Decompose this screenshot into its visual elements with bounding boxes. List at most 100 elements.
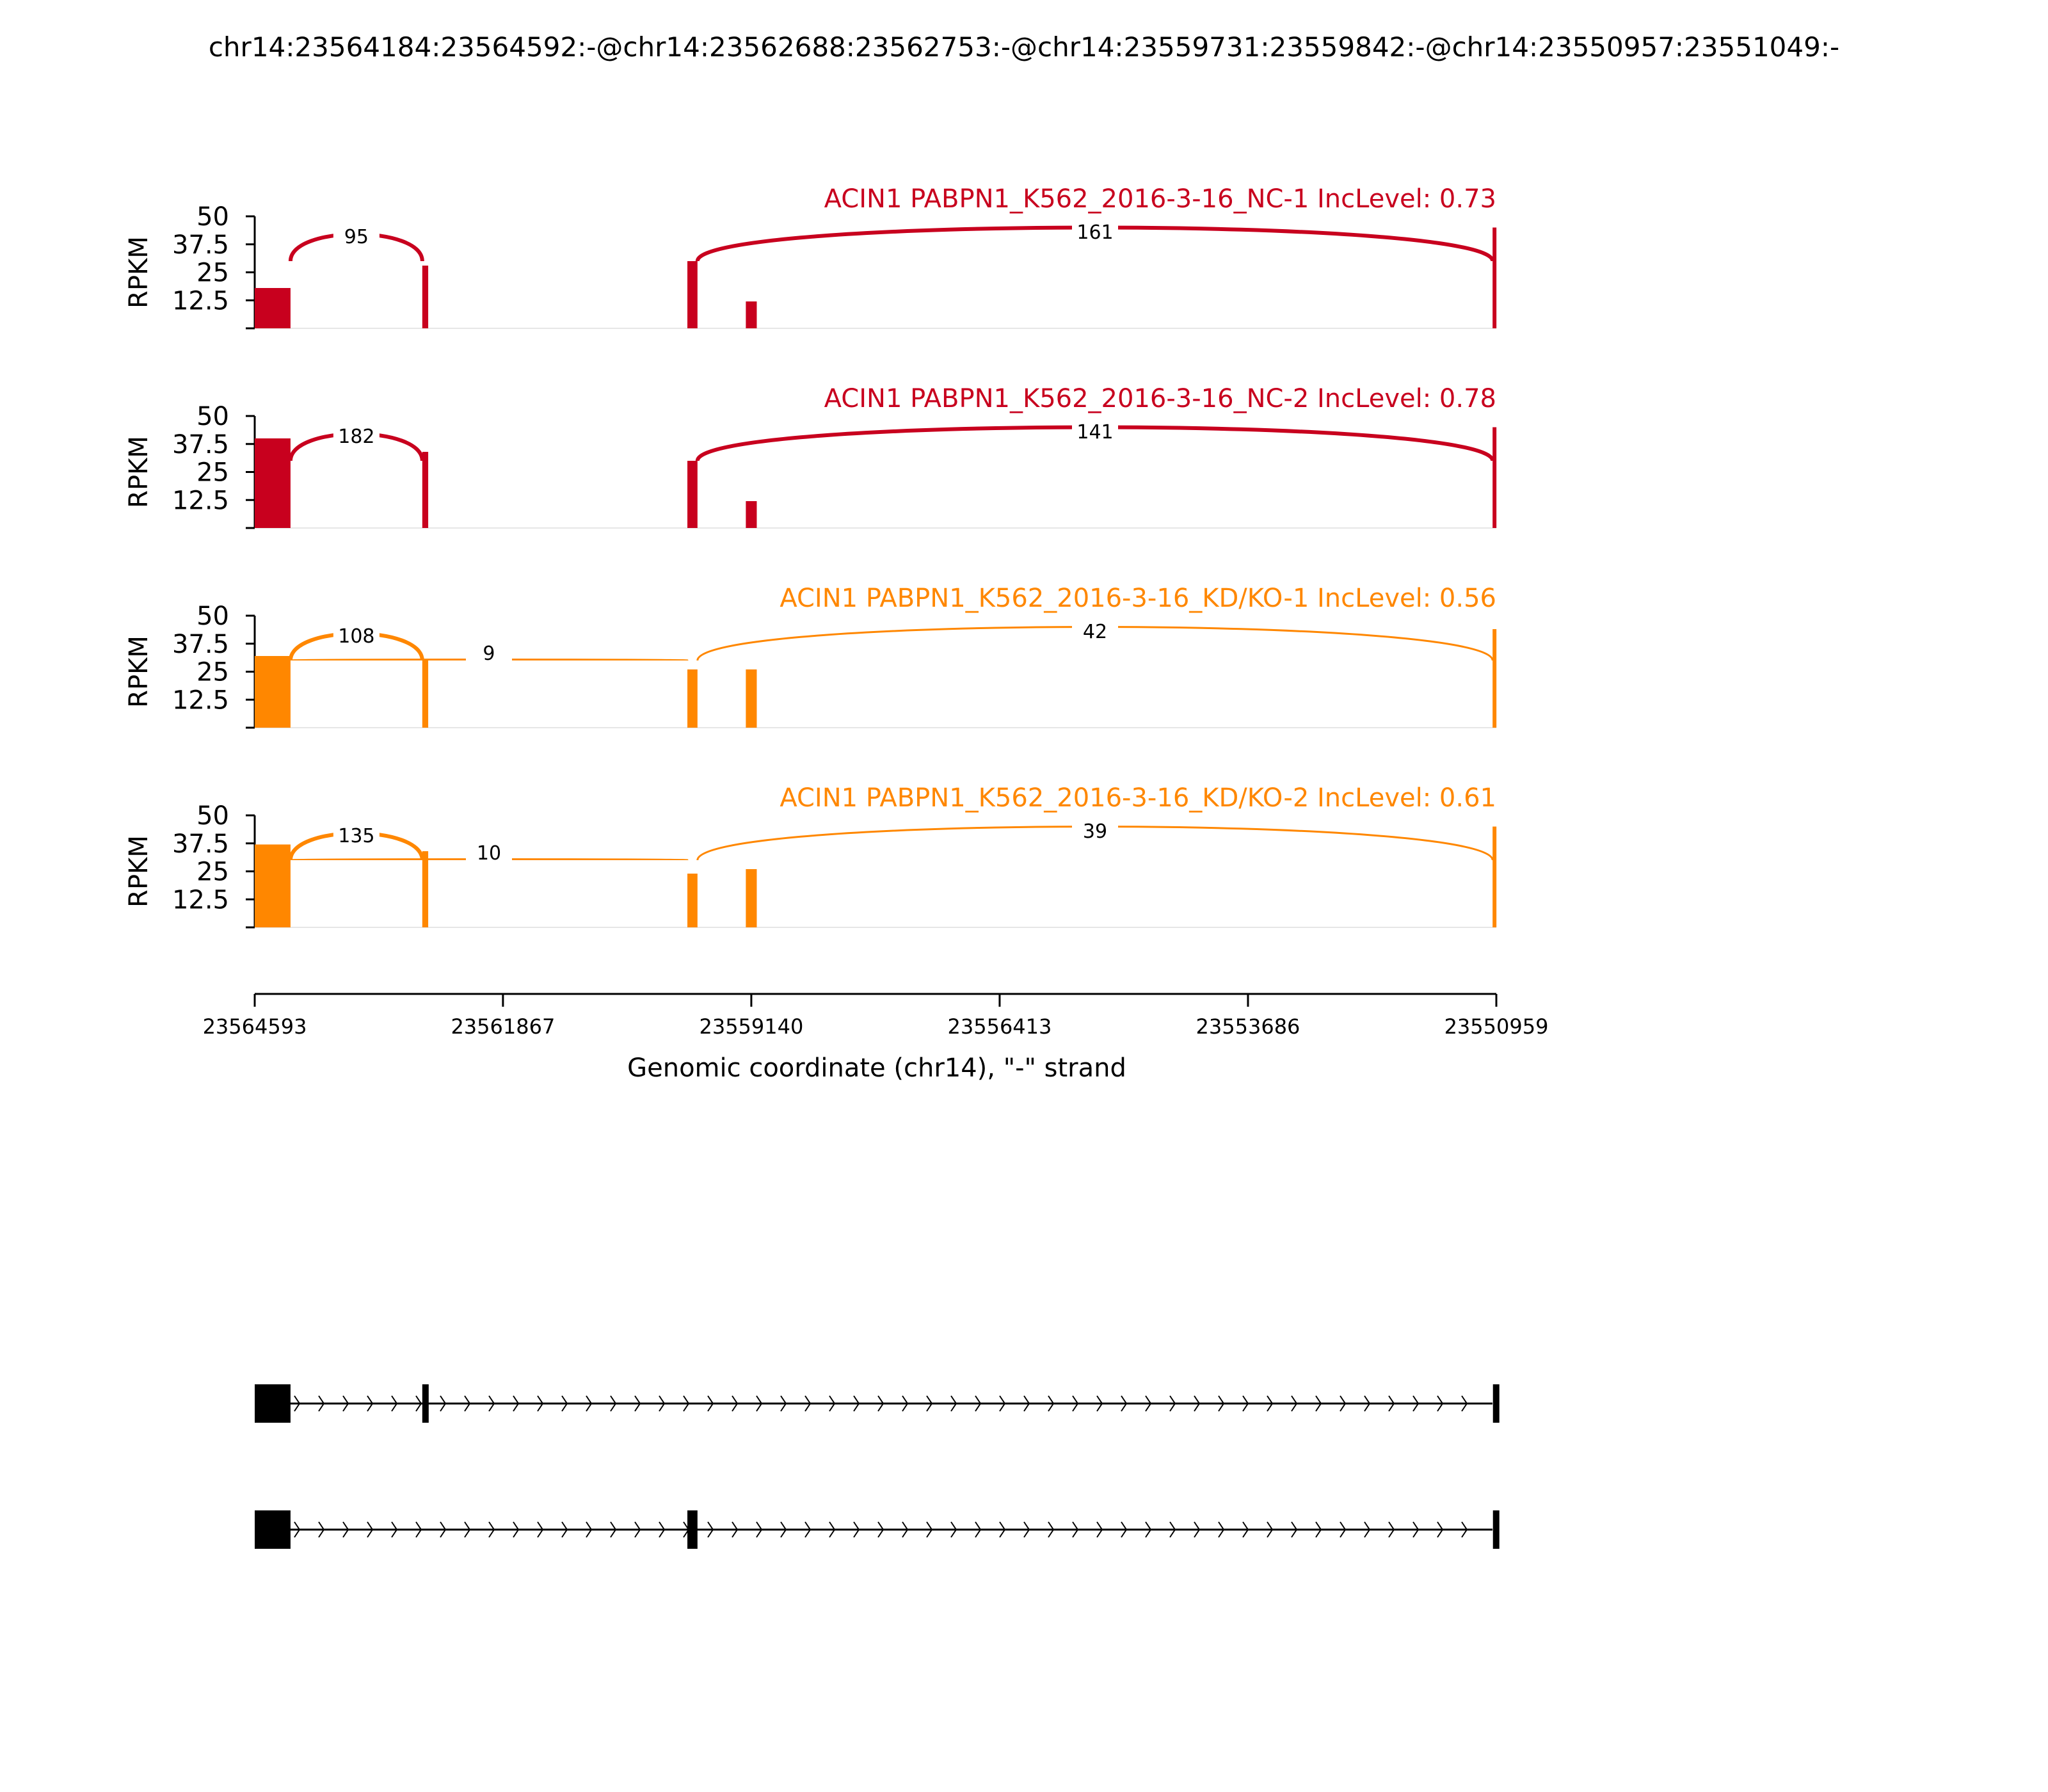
strand-arrow xyxy=(294,1395,301,1412)
strand-arrow xyxy=(1048,1521,1055,1538)
strand-arrow xyxy=(1023,1395,1030,1412)
x-tick-label: 23559140 xyxy=(699,1014,803,1039)
strand-arrow xyxy=(853,1521,860,1538)
y-tick-label: 50 xyxy=(196,801,229,831)
strand-arrow xyxy=(1242,1395,1249,1412)
chart-title: chr14:23564184:23564592:-@chr14:23562688… xyxy=(209,31,1839,63)
strand-arrow xyxy=(1315,1395,1322,1412)
strand-arrow xyxy=(1121,1395,1128,1412)
exon-block xyxy=(255,1384,291,1423)
strand-arrow xyxy=(561,1395,568,1412)
strand-arrow xyxy=(1023,1521,1030,1538)
strand-arrow xyxy=(1218,1395,1225,1412)
strand-arrow xyxy=(1267,1395,1274,1412)
strand-arrow xyxy=(1412,1521,1420,1538)
coverage-bar xyxy=(687,461,698,528)
strand-arrow xyxy=(1388,1395,1395,1412)
junction-count: 141 xyxy=(1076,421,1113,444)
strand-arrow xyxy=(975,1395,982,1412)
coverage-bar xyxy=(255,310,273,328)
strand-arrow xyxy=(1291,1521,1298,1538)
strand-arrow xyxy=(586,1395,593,1412)
strand-arrow xyxy=(1437,1521,1444,1538)
strand-arrow xyxy=(1242,1521,1249,1538)
strand-arrow xyxy=(610,1521,617,1538)
coverage-bar xyxy=(746,301,757,328)
strand-arrow xyxy=(756,1395,763,1412)
strand-arrow xyxy=(1437,1395,1444,1412)
strand-arrow xyxy=(1364,1521,1371,1538)
panel-label: ACIN1 PABPN1_K562_2016-3-16_KD/KO-2 IncL… xyxy=(780,783,1496,813)
strand-arrow xyxy=(926,1521,933,1538)
strand-arrow xyxy=(1267,1521,1274,1538)
strand-arrow xyxy=(1121,1521,1128,1538)
strand-arrow xyxy=(415,1521,422,1538)
coverage-bar xyxy=(422,660,429,728)
strand-arrow xyxy=(975,1521,982,1538)
strand-arrow xyxy=(1096,1521,1103,1538)
exon-block xyxy=(255,1510,291,1549)
junction-label-bg xyxy=(465,839,512,865)
strand-arrow xyxy=(586,1521,593,1538)
strand-arrow xyxy=(1145,1395,1152,1412)
y-tick-label: 25 xyxy=(196,259,229,288)
coverage-bar xyxy=(422,851,429,927)
junction-count: 9 xyxy=(483,643,495,665)
isoform-2 xyxy=(255,1510,1500,1549)
exon-block xyxy=(422,1384,429,1423)
x-tick-label: 23556413 xyxy=(948,1014,1052,1039)
strand-arrow xyxy=(1315,1521,1322,1538)
strand-arrow xyxy=(1364,1395,1371,1412)
coverage-bar xyxy=(1492,629,1497,728)
y-tick-label: 37.5 xyxy=(172,230,229,260)
coverage-bar xyxy=(1492,227,1497,328)
y-tick-label: 50 xyxy=(196,202,229,232)
coverage-bar xyxy=(422,452,429,528)
junction-label-bg xyxy=(1071,218,1118,244)
strand-arrow xyxy=(1169,1395,1176,1412)
panel-label: ACIN1 PABPN1_K562_2016-3-16_NC-1 IncLeve… xyxy=(824,184,1496,214)
panel-label: ACIN1 PABPN1_K562_2016-3-16_NC-2 IncLeve… xyxy=(824,384,1496,413)
junction-count: 39 xyxy=(1083,820,1107,843)
junction-label-bg xyxy=(1071,817,1118,843)
junction-label-bg xyxy=(465,639,512,665)
strand-arrow xyxy=(950,1395,957,1412)
y-axis-label: RPKM xyxy=(124,436,154,508)
coverage-bar xyxy=(687,874,698,927)
junction-count: 161 xyxy=(1076,221,1113,244)
coverage-bar xyxy=(746,869,757,927)
strand-arrow xyxy=(804,1521,812,1538)
strand-arrow xyxy=(683,1395,690,1412)
x-tick-label: 23550959 xyxy=(1444,1014,1549,1039)
strand-arrow xyxy=(1072,1521,1079,1538)
strand-arrow xyxy=(1096,1395,1103,1412)
coverage-bar xyxy=(255,721,273,728)
y-tick-label: 50 xyxy=(196,402,229,431)
y-tick-label: 25 xyxy=(196,858,229,887)
y-tick-label: 37.5 xyxy=(172,630,229,659)
strand-arrow xyxy=(877,1521,884,1538)
x-tick-label: 23561867 xyxy=(451,1014,555,1039)
strand-arrow xyxy=(391,1395,398,1412)
y-tick-label: 12.5 xyxy=(172,486,229,515)
junction-label-bg xyxy=(1071,618,1118,643)
strand-arrow xyxy=(1461,1395,1468,1412)
strand-arrow xyxy=(318,1395,325,1412)
strand-arrow xyxy=(1072,1395,1079,1412)
y-tick-label: 25 xyxy=(196,458,229,488)
x-axis: Genomic coordinate (chr14), "-" strand 2… xyxy=(203,993,1549,1083)
coverage-bar xyxy=(255,656,291,728)
x-tick-label: 23564593 xyxy=(203,1014,307,1039)
junction-count: 95 xyxy=(344,226,369,248)
coverage-bar xyxy=(255,844,291,927)
y-axis-label: RPKM xyxy=(124,835,154,908)
strand-arrow xyxy=(707,1395,714,1412)
strand-arrow xyxy=(829,1395,836,1412)
strand-arrow xyxy=(853,1395,860,1412)
strand-arrow xyxy=(561,1521,568,1538)
strand-arrow xyxy=(513,1395,520,1412)
coverage-bar xyxy=(1492,427,1497,528)
junction-label-bg xyxy=(333,822,380,847)
